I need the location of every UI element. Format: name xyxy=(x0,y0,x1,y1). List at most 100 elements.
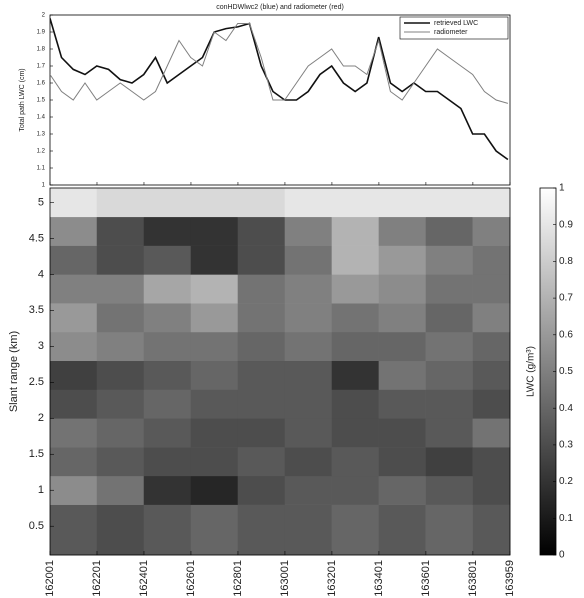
heatmap-cell xyxy=(425,447,473,477)
heatmap-cell xyxy=(425,331,473,362)
y-tick-label: 4 xyxy=(38,268,44,280)
heatmap-cell xyxy=(284,331,332,362)
y-tick-label: 1.2 xyxy=(37,149,46,155)
colorbar-tick-label: 0.5 xyxy=(559,366,573,377)
heatmap-cell xyxy=(143,504,192,556)
heatmap-cell xyxy=(378,274,426,304)
heatmap-cell xyxy=(190,331,239,362)
x-tick-label: 162201 xyxy=(91,560,103,597)
heatmap-cell xyxy=(331,331,379,362)
y-tick-label: 5 xyxy=(38,196,44,208)
x-tick-label: 163959 xyxy=(504,560,516,597)
x-tick-label: 162601 xyxy=(185,560,197,597)
heatmap-cell xyxy=(190,216,239,246)
heatmap-cell xyxy=(143,418,192,448)
heatmap-cell xyxy=(190,274,239,304)
heatmap-cell xyxy=(378,389,426,419)
y-tick-label: 1.8 xyxy=(37,47,46,53)
heatmap-cell xyxy=(472,418,511,448)
heatmap-cell xyxy=(378,216,426,246)
colorbar-tick-label: 0.7 xyxy=(559,293,573,304)
heatmap-cell xyxy=(50,331,98,362)
chart-title: conHDWlwc2 (blue) and radiometer (red) xyxy=(216,4,344,11)
y-tick-label: 1.9 xyxy=(37,30,46,36)
heatmap-cell xyxy=(425,418,473,448)
heatmap-cell xyxy=(284,216,332,246)
heatmap-cell xyxy=(331,389,379,419)
colorbar-tick-label: 1 xyxy=(559,183,565,194)
heatmap-cell xyxy=(190,447,239,477)
heatmap-cell xyxy=(237,447,285,477)
plot-frame xyxy=(49,187,511,556)
heatmap-cell xyxy=(425,245,473,275)
y-axis-label: Total path LWC (cm) xyxy=(19,68,26,131)
heatmap-cell xyxy=(96,274,145,304)
y-tick-label: 1.1 xyxy=(37,166,46,172)
heatmap-cell xyxy=(50,418,98,448)
heatmap-cell xyxy=(284,447,332,477)
heatmap-cell xyxy=(50,274,98,304)
colorbar-tick-label: 0.4 xyxy=(559,403,573,414)
heatmap-cell xyxy=(472,447,511,477)
heatmap-cell xyxy=(190,475,239,505)
colorbar-tick-label: 0.3 xyxy=(559,440,573,451)
heatmap-cell xyxy=(237,331,285,362)
y-tick-label: 1 xyxy=(42,183,46,189)
heatmap-cell xyxy=(284,303,332,333)
heatmap-cell xyxy=(96,188,145,218)
heatmap-cell xyxy=(96,447,145,477)
heatmap-cell xyxy=(425,216,473,246)
heatmap-cell xyxy=(237,504,285,556)
heatmap-cell xyxy=(50,360,98,390)
heatmap-cell xyxy=(331,216,379,246)
x-tick-label: 162801 xyxy=(232,560,244,597)
heatmap-cell xyxy=(50,475,98,505)
y-tick-label: 0.5 xyxy=(29,520,44,532)
heatmap-cell xyxy=(190,360,239,390)
y-tick-label: 1.5 xyxy=(29,448,44,460)
colorbar-tick-label: 0.6 xyxy=(559,329,573,340)
x-tick-label: 163401 xyxy=(373,560,385,597)
heatmap-cell xyxy=(284,188,332,218)
heatmap-cell xyxy=(331,274,379,304)
heatmap-cell xyxy=(237,418,285,448)
heatmap-cell xyxy=(96,331,145,362)
y-axis-label: Slant range (km) xyxy=(8,331,20,412)
heatmap-cell xyxy=(331,418,379,448)
y-tick-label: 1.6 xyxy=(37,81,46,87)
colorbar-tick-label: 0.9 xyxy=(559,219,573,230)
heatmap-cell xyxy=(378,504,426,556)
heatmap-cell xyxy=(425,360,473,390)
heatmap-cell xyxy=(237,188,285,218)
y-tick-label: 1.5 xyxy=(37,98,46,104)
heatmap-cell xyxy=(96,216,145,246)
heatmap-cell xyxy=(190,188,239,218)
heatmap-cell xyxy=(331,188,379,218)
y-tick-label: 1.3 xyxy=(37,132,46,138)
heatmap-cell xyxy=(96,504,145,556)
heatmap-cell xyxy=(378,475,426,505)
heatmap-cell xyxy=(425,475,473,505)
heatmap-cell xyxy=(284,389,332,419)
heatmap-cell xyxy=(190,303,239,333)
heatmap-cell xyxy=(472,245,511,275)
heatmap-cell xyxy=(237,303,285,333)
heatmap-cell xyxy=(284,245,332,275)
x-tick-label: 163801 xyxy=(467,560,479,597)
heatmap-cell xyxy=(143,360,192,390)
heatmap-cell xyxy=(50,188,98,218)
heatmap-cell xyxy=(378,360,426,390)
heatmap-cell xyxy=(143,245,192,275)
heatmap-cell xyxy=(472,274,511,304)
heatmap-cell xyxy=(190,418,239,448)
heatmap-cell xyxy=(143,303,192,333)
heatmap-cell xyxy=(331,447,379,477)
heatmap-cell xyxy=(284,418,332,448)
heatmap-cell xyxy=(143,447,192,477)
heatmap-cell xyxy=(425,303,473,333)
heatmap-cell xyxy=(472,303,511,333)
heatmap-cell xyxy=(50,389,98,419)
heatmap-cell xyxy=(50,245,98,275)
colorbar-tick-label: 0.2 xyxy=(559,476,573,487)
heatmap-cell xyxy=(237,360,285,390)
